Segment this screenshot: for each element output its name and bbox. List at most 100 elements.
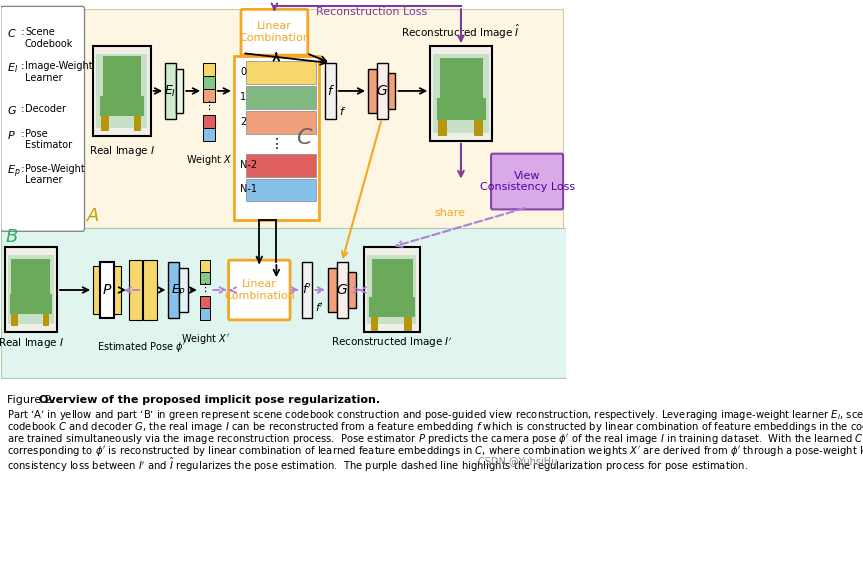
Text: :: :	[21, 61, 25, 71]
Text: Real Image $I$: Real Image $I$	[0, 336, 64, 350]
Bar	[42, 314, 49, 326]
Text: Real Image $I$: Real Image $I$	[89, 144, 155, 158]
Text: $G$: $G$	[7, 104, 16, 116]
Bar	[387, 73, 395, 109]
Bar	[93, 266, 99, 314]
Bar	[325, 63, 336, 119]
Text: share: share	[434, 208, 465, 218]
Bar	[328, 268, 337, 312]
Bar	[134, 116, 142, 131]
Bar	[203, 63, 215, 76]
Bar	[114, 266, 121, 314]
Bar	[372, 259, 413, 297]
Bar	[368, 69, 377, 113]
FancyBboxPatch shape	[1, 6, 85, 231]
Text: View
Consistency Loss: View Consistency Loss	[480, 171, 575, 192]
Text: $E_I$: $E_I$	[164, 84, 176, 99]
Bar	[165, 63, 175, 119]
Text: Weight $X$: Weight $X$	[186, 152, 232, 166]
Bar	[404, 317, 412, 331]
Bar	[8, 255, 54, 324]
Bar	[179, 268, 188, 312]
Text: 2: 2	[240, 117, 247, 127]
Text: Scene
Codebook: Scene Codebook	[25, 27, 73, 49]
Text: Estimated Pose $\phi'$: Estimated Pose $\phi'$	[98, 340, 186, 354]
Bar	[433, 54, 489, 133]
Text: $f'$: $f'$	[302, 283, 312, 297]
Text: Linear
Combination: Linear Combination	[224, 279, 295, 301]
Text: Pose
Estimator: Pose Estimator	[25, 129, 72, 151]
Text: :: :	[21, 129, 25, 139]
Text: $G$: $G$	[375, 84, 387, 98]
Bar	[168, 262, 179, 318]
Bar	[203, 128, 215, 141]
Bar	[246, 154, 316, 176]
Text: $P$: $P$	[102, 283, 112, 297]
Bar	[199, 308, 211, 320]
Bar	[11, 314, 18, 326]
Bar	[474, 120, 483, 135]
Text: Overview of the proposed implicit pose regularization.: Overview of the proposed implicit pose r…	[40, 395, 381, 405]
Bar	[234, 56, 319, 220]
Text: :: :	[21, 164, 25, 173]
Text: $B$: $B$	[4, 228, 18, 246]
Text: $A$: $A$	[86, 207, 100, 225]
Text: Figure 2:: Figure 2:	[7, 395, 55, 405]
Bar	[337, 262, 348, 318]
Text: codebook $C$ and decoder $G$, the real image $I$ can be reconstructed from a fea: codebook $C$ and decoder $G$, the real i…	[7, 420, 863, 434]
Text: $C$: $C$	[296, 128, 313, 148]
Bar	[430, 46, 493, 141]
Bar	[364, 247, 419, 332]
Text: 1: 1	[240, 92, 247, 102]
Text: ⋮: ⋮	[199, 283, 211, 293]
Bar	[4, 247, 57, 332]
Text: Image-Weight
Learner: Image-Weight Learner	[25, 61, 92, 83]
Text: Part ‘A’ in yellow and part ‘B’ in green represent scene codebook construction a: Part ‘A’ in yellow and part ‘B’ in green…	[7, 408, 863, 422]
Bar	[348, 272, 356, 308]
Bar	[99, 96, 144, 116]
Bar	[203, 76, 215, 89]
Text: :: :	[21, 104, 25, 114]
Bar	[440, 58, 482, 98]
Bar	[199, 296, 211, 308]
Bar	[2, 228, 566, 378]
Bar	[246, 61, 316, 84]
Bar	[369, 297, 415, 317]
Text: corresponding to $\phi'$ is reconstructed by linear combination of learned featu: corresponding to $\phi'$ is reconstructe…	[7, 444, 863, 458]
Bar	[101, 116, 109, 131]
Bar	[129, 260, 142, 320]
Bar	[11, 259, 51, 294]
Bar	[199, 272, 211, 284]
Text: Pose-Weight
Learner: Pose-Weight Learner	[25, 164, 85, 185]
Bar	[203, 89, 215, 102]
Text: Reconstructed Image $I'$: Reconstructed Image $I'$	[331, 336, 452, 350]
Bar	[203, 115, 215, 128]
Bar	[93, 46, 151, 135]
Text: Weight $X'$: Weight $X'$	[180, 332, 230, 346]
Text: $E_P$: $E_P$	[171, 283, 186, 298]
Text: are trained simultaneously via the image reconstruction process.  Pose estimator: are trained simultaneously via the image…	[7, 432, 863, 446]
Bar	[97, 54, 148, 128]
Bar	[246, 86, 316, 109]
FancyBboxPatch shape	[491, 154, 563, 210]
Bar	[143, 260, 156, 320]
Text: $E_I$: $E_I$	[7, 61, 18, 75]
Bar	[99, 262, 114, 318]
Bar	[246, 179, 316, 201]
Bar	[83, 9, 563, 230]
Bar	[437, 98, 486, 120]
Text: 0: 0	[240, 67, 247, 77]
Bar	[368, 255, 417, 324]
Text: Decoder: Decoder	[25, 104, 66, 114]
Text: $E_p$: $E_p$	[7, 164, 20, 180]
Text: Reconstruction Loss: Reconstruction Loss	[316, 8, 427, 18]
Text: :: :	[21, 27, 25, 37]
Text: Linear
Combination: Linear Combination	[239, 22, 310, 43]
Text: $f$: $f$	[327, 84, 335, 98]
Bar	[103, 56, 141, 96]
Bar	[302, 262, 312, 318]
Bar	[9, 294, 52, 314]
Text: $P$: $P$	[7, 129, 16, 141]
Bar	[175, 69, 183, 113]
Bar	[370, 317, 379, 331]
